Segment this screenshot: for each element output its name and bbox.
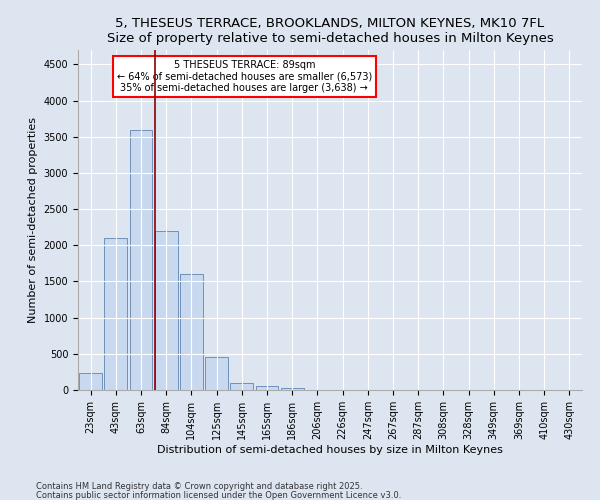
Bar [104,238,127,390]
Bar [130,130,152,390]
Bar [205,358,228,390]
Text: Contains public sector information licensed under the Open Government Licence v3: Contains public sector information licen… [36,490,401,500]
Y-axis label: Number of semi-detached properties: Number of semi-detached properties [28,117,38,323]
Title: 5, THESEUS TERRACE, BROOKLANDS, MILTON KEYNES, MK10 7FL
Size of property relativ: 5, THESEUS TERRACE, BROOKLANDS, MILTON K… [107,16,553,44]
Bar [230,383,253,390]
Text: 5 THESEUS TERRACE: 89sqm
← 64% of semi-detached houses are smaller (6,573)
35% o: 5 THESEUS TERRACE: 89sqm ← 64% of semi-d… [116,60,372,94]
Bar [180,274,203,390]
X-axis label: Distribution of semi-detached houses by size in Milton Keynes: Distribution of semi-detached houses by … [157,444,503,454]
Bar [281,388,304,390]
Text: Contains HM Land Registry data © Crown copyright and database right 2025.: Contains HM Land Registry data © Crown c… [36,482,362,491]
Bar [256,386,278,390]
Bar [155,231,178,390]
Bar [79,374,102,390]
